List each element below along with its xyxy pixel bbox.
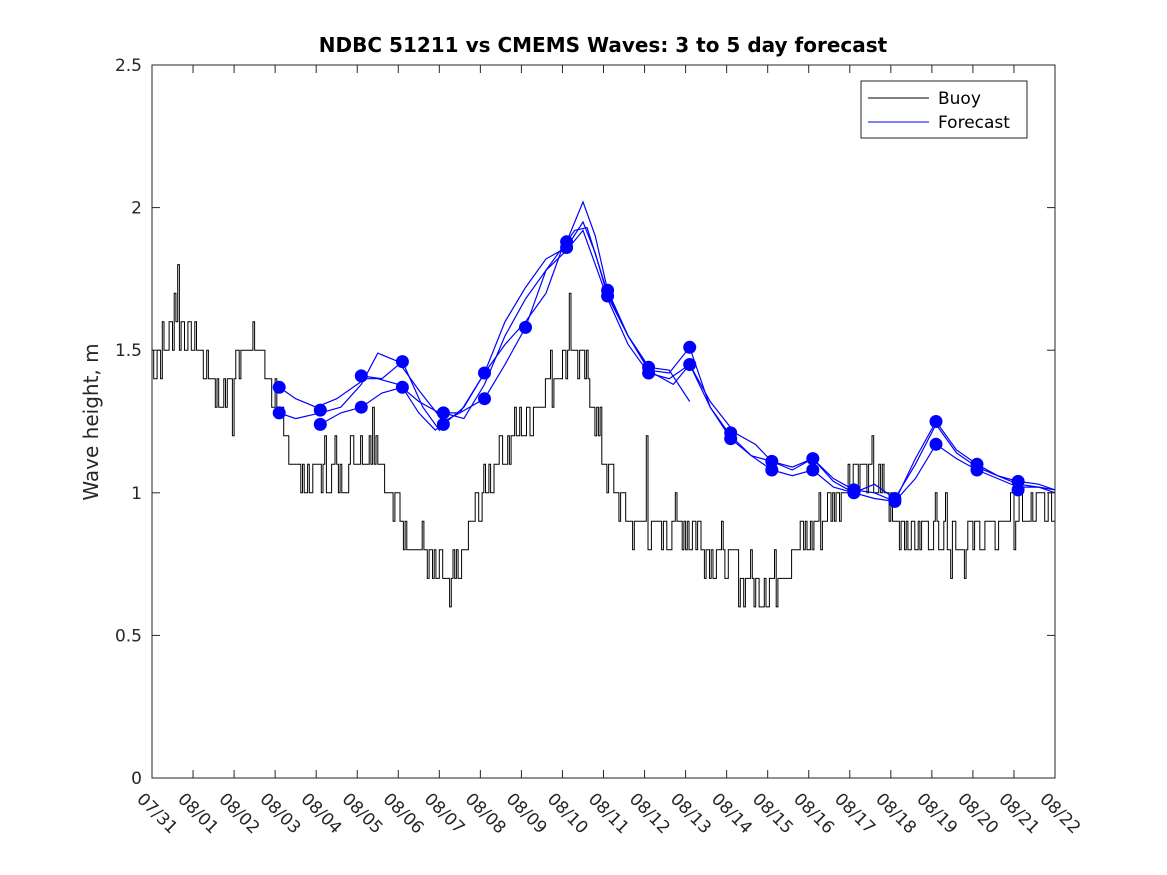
forecast-marker [929,415,943,428]
forecast-marker [313,403,327,417]
forecast-marker [888,494,902,508]
forecast-marker [1011,483,1025,497]
y-tick-label: 2 [131,199,142,219]
legend-buoy-label: Buoy [938,89,981,109]
y-tick-label: 0 [131,769,142,789]
legend-box [860,80,1028,139]
forecast-marker [478,366,491,380]
forecast-marker [929,437,943,451]
y-tick-label: 0.5 [115,626,142,646]
forecast-marker [272,406,286,420]
y-tick-label: 2.5 [115,56,142,76]
forecast-marker [970,463,984,477]
legend-forecast-label: Forecast [938,113,1010,133]
legend: Buoy Forecast [860,80,1028,139]
forecast-marker [354,369,368,383]
forecast-marker [436,406,450,420]
buoy-series-line [151,264,1055,608]
y-tick-label: 1 [131,484,142,504]
chart-title: NDBC 51211 vs CMEMS Waves: 3 to 5 day fo… [319,33,888,57]
forecast-marker [313,417,327,431]
forecast-marker [683,340,697,354]
forecast-marker [478,392,491,406]
forecast-marker [272,380,286,394]
forecast-marker [806,463,820,477]
forecast-marker [601,289,615,303]
forecast-marker [642,366,656,380]
plot-area [151,200,1056,608]
y-tick-label: 1.5 [115,341,142,361]
forecast-marker [354,400,368,414]
forecast-marker [683,358,697,371]
y-axis-label: Wave height, m [79,343,103,500]
forecast-marker [560,241,574,254]
forecast-marker [395,380,409,394]
forecast-marker [724,432,738,446]
forecast-marker [847,486,861,500]
y-axis: 0 0.5 1 1.5 2 2.5 [115,56,1055,789]
forecast-marker [395,355,409,369]
forecast-marker [519,320,532,334]
forecast-marker [765,463,779,477]
forecast-marker [806,452,820,466]
forecast-marker [436,417,450,431]
